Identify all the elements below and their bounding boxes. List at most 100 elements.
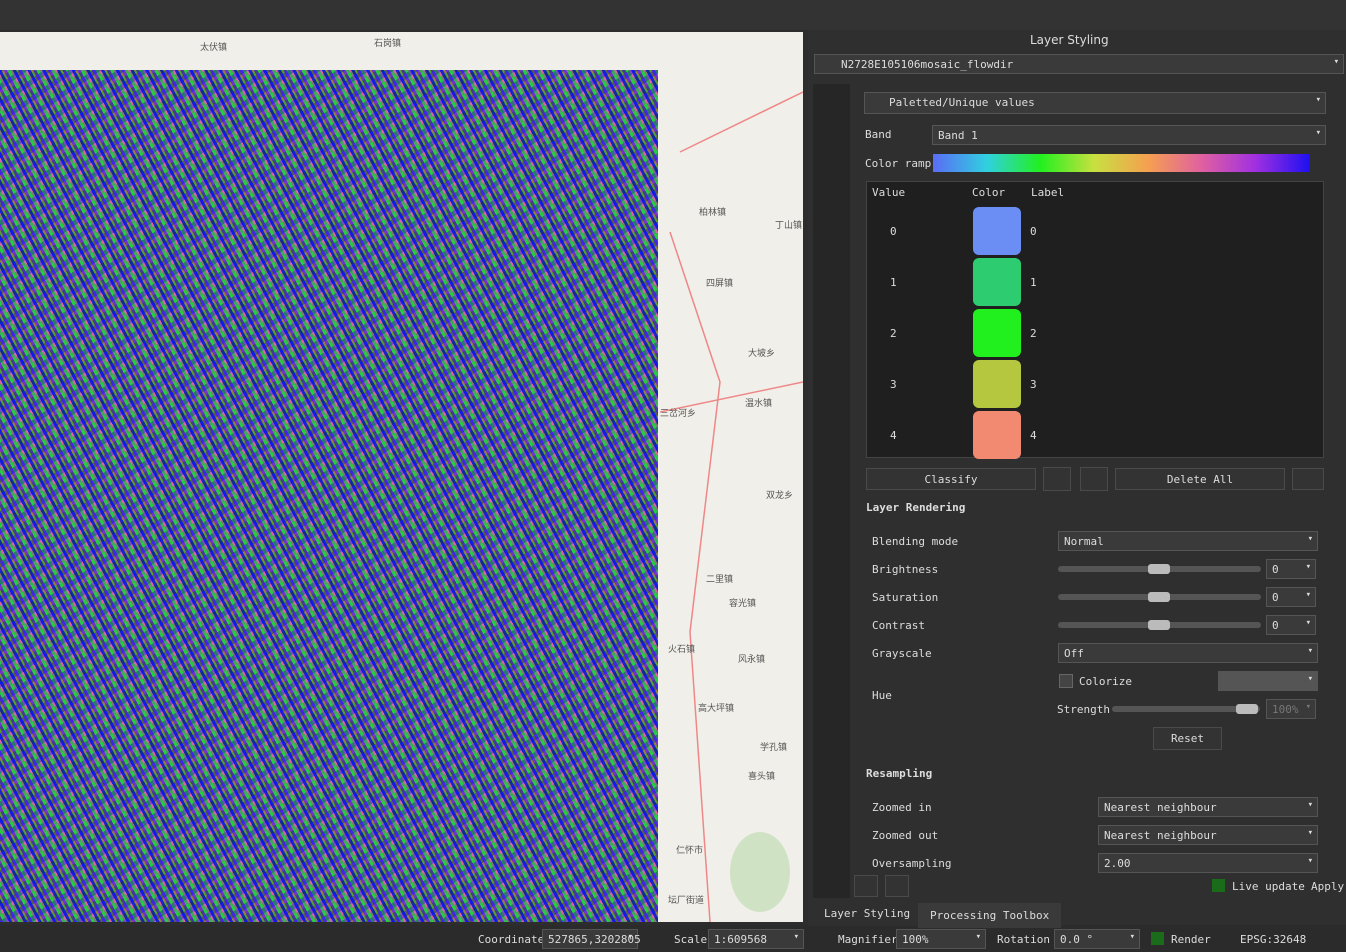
band-label: Band — [865, 128, 892, 141]
row-label: 1 — [1030, 276, 1037, 289]
saturation-handle[interactable] — [1148, 592, 1170, 602]
strength-slider[interactable] — [1112, 706, 1260, 712]
flowdir-raster — [0, 70, 658, 922]
delete-all-button[interactable]: Delete All — [1115, 468, 1285, 490]
saturation-label: Saturation — [872, 591, 939, 604]
grayscale-label: Grayscale — [872, 647, 932, 660]
render-checkbox[interactable] — [1151, 932, 1164, 945]
coordinate-field[interactable]: 527865,3202805 — [542, 929, 641, 949]
blending-label: Blending mode — [872, 535, 959, 548]
value-table — [866, 181, 1324, 458]
strength-label: Strength — [1057, 703, 1110, 716]
reset-button[interactable]: Reset — [1153, 727, 1222, 750]
zoomed_in-select[interactable]: Nearest neighbour — [1098, 797, 1318, 817]
row-label: 4 — [1030, 429, 1037, 442]
brightness-handle[interactable] — [1148, 564, 1170, 574]
scale-label: Scale — [674, 933, 708, 946]
brightness-label: Brightness — [872, 563, 939, 576]
colorize-color[interactable] — [1218, 671, 1318, 691]
place-label: 容光镇 — [729, 599, 757, 609]
more-button[interactable] — [1292, 468, 1324, 490]
brightness-spin[interactable]: 0 — [1266, 559, 1316, 579]
place-label: 四屏镇 — [706, 279, 734, 289]
hue-label: Hue — [872, 689, 892, 702]
place-label: 二里镇 — [706, 575, 734, 585]
place-label: 火石镇 — [668, 645, 696, 655]
remove-button[interactable] — [1080, 467, 1108, 491]
place-label: 喜头镇 — [748, 772, 776, 782]
rotation-field[interactable]: 0.0 ° — [1054, 929, 1140, 949]
band-select[interactable]: Band 1 — [932, 125, 1326, 145]
row-value: 0 — [890, 225, 897, 238]
zoomed_in-label: Zoomed in — [872, 801, 932, 814]
table-header: Label — [1031, 186, 1065, 199]
colorize-checkbox[interactable] — [1059, 674, 1073, 688]
color-ramp[interactable] — [933, 154, 1309, 172]
row-color[interactable] — [973, 309, 1021, 357]
magnifier-label: Magnifier — [838, 933, 898, 946]
status-bar — [0, 925, 1346, 952]
place-label: 大坡乡 — [748, 349, 776, 359]
zoomed_out-select[interactable]: Nearest neighbour — [1098, 825, 1318, 845]
row-label: 2 — [1030, 327, 1037, 340]
section-title: Layer Rendering — [866, 501, 966, 514]
roads — [660, 91, 803, 922]
colorize-label: Colorize — [1079, 675, 1132, 688]
apply-button[interactable]: Apply — [1311, 880, 1345, 893]
place-label: 温水镇 — [745, 399, 773, 409]
place-label: 风永镇 — [738, 655, 766, 665]
row-color[interactable] — [973, 411, 1021, 459]
place-label: 石岗镇 — [374, 39, 402, 49]
panel-title: Layer Styling — [1030, 33, 1109, 47]
layer-select[interactable]: N2728E105106mosaic_flowdir — [814, 54, 1344, 74]
strength-handle[interactable] — [1236, 704, 1258, 714]
place-label: 学孔镇 — [760, 743, 788, 753]
grayscale-select[interactable]: Off — [1058, 643, 1318, 663]
row-value: 2 — [890, 327, 897, 340]
icon-column — [813, 84, 850, 898]
toolbar — [0, 0, 1346, 30]
place-label: 坛厂街道 — [668, 896, 705, 906]
place-label: 丁山镇 — [775, 221, 803, 231]
render-label: Render — [1171, 933, 1211, 946]
row-value: 3 — [890, 378, 897, 391]
color-ramp-label: Color ramp — [865, 157, 932, 170]
live-update-label: Live update — [1232, 880, 1305, 893]
magnifier-field[interactable]: 100% — [896, 929, 986, 949]
place-label: 仁怀市 — [676, 846, 704, 856]
scale-field[interactable]: 1:609568 — [708, 929, 804, 949]
contrast-handle[interactable] — [1148, 620, 1170, 630]
place-label: 柏林镇 — [699, 208, 727, 218]
row-value: 4 — [890, 429, 897, 442]
saturation-spin[interactable]: 0 — [1266, 587, 1316, 607]
tab[interactable]: Layer Styling — [810, 901, 925, 926]
map-canvas[interactable] — [0, 32, 803, 922]
renderer-select[interactable]: Paletted/Unique values — [864, 92, 1326, 114]
tab[interactable]: Processing Toolbox — [918, 903, 1062, 928]
oversampling-select[interactable]: 2.00 — [1098, 853, 1318, 873]
row-value: 1 — [890, 276, 897, 289]
redo-button[interactable] — [885, 875, 909, 897]
section-title: Resampling — [866, 767, 933, 780]
table-header: Color — [972, 186, 1006, 199]
contrast-spin[interactable]: 0 — [1266, 615, 1316, 635]
place-label: 高大坪镇 — [698, 704, 735, 714]
row-label: 3 — [1030, 378, 1037, 391]
place-label: 三岔河乡 — [660, 409, 697, 419]
crs-label[interactable]: EPSG:32648 — [1240, 933, 1307, 946]
blending-select[interactable]: Normal — [1058, 531, 1318, 551]
classify-button[interactable]: Classify — [866, 468, 1036, 490]
row-color[interactable] — [973, 207, 1021, 255]
place-label: 双龙乡 — [766, 491, 794, 501]
contrast-label: Contrast — [872, 619, 925, 632]
undo-button[interactable] — [854, 875, 878, 897]
row-label: 0 — [1030, 225, 1037, 238]
strength-spin[interactable]: 100% — [1266, 699, 1316, 719]
row-color[interactable] — [973, 258, 1021, 306]
live-update-checkbox[interactable] — [1212, 879, 1225, 892]
zoomed_out-label: Zoomed out — [872, 829, 939, 842]
add-button[interactable] — [1043, 467, 1071, 491]
row-color[interactable] — [973, 360, 1021, 408]
